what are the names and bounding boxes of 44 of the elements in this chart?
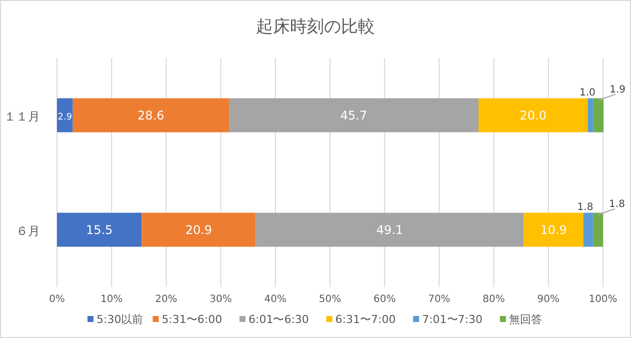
x-tick-label: 20% (155, 294, 178, 305)
data-label: 10.9 (540, 222, 567, 237)
bar (142, 212, 256, 247)
bar (588, 98, 594, 132)
x-tick-label: 90% (537, 294, 560, 305)
x-tick-label: 60% (373, 294, 396, 305)
bar (57, 212, 142, 247)
legend-label: 7:01〜7:30 (422, 313, 483, 326)
legend-label: 5:31〜6:00 (162, 313, 222, 326)
x-tick-label: 0% (49, 294, 65, 305)
legend-label: 5:30以前 (96, 313, 144, 326)
bar (593, 212, 603, 247)
data-label: 1.9 (610, 84, 626, 96)
data-label: 2.9 (58, 112, 72, 122)
legend-label: 6:01〜6:30 (248, 313, 309, 326)
data-label: 45.7 (340, 108, 368, 122)
bar (72, 98, 229, 132)
x-tick-label: 10% (100, 294, 123, 305)
y-tick-label: １１月 (4, 109, 40, 124)
x-tick-label: 40% (264, 294, 287, 305)
data-label: 1.8 (609, 198, 625, 210)
x-tick-label: 100% (588, 294, 618, 305)
bar (593, 98, 604, 132)
bar (524, 212, 584, 247)
data-label: 15.5 (86, 222, 113, 237)
bar (583, 212, 594, 247)
bar (228, 98, 479, 132)
data-label: 28.6 (138, 108, 164, 122)
bar (256, 212, 524, 247)
x-tick-label: 80% (482, 294, 505, 305)
x-tick-label: 50% (318, 294, 342, 305)
bar (57, 98, 73, 132)
x-tick-label: 30% (210, 294, 232, 305)
chart-title: 起床時刻の比較 (256, 17, 375, 37)
bar (478, 98, 588, 132)
data-label: 20.0 (520, 108, 546, 122)
data-label: 49.1 (376, 222, 404, 237)
y-tick-label: ６月 (16, 224, 40, 238)
x-tick-label: 70% (428, 294, 450, 305)
legend-label: 6:31〜7:00 (335, 313, 396, 326)
data-label: 20.9 (185, 222, 212, 237)
legend-label: 無回答 (508, 313, 542, 326)
data-label: 1.0 (579, 87, 596, 98)
data-label: 1.8 (577, 202, 594, 213)
